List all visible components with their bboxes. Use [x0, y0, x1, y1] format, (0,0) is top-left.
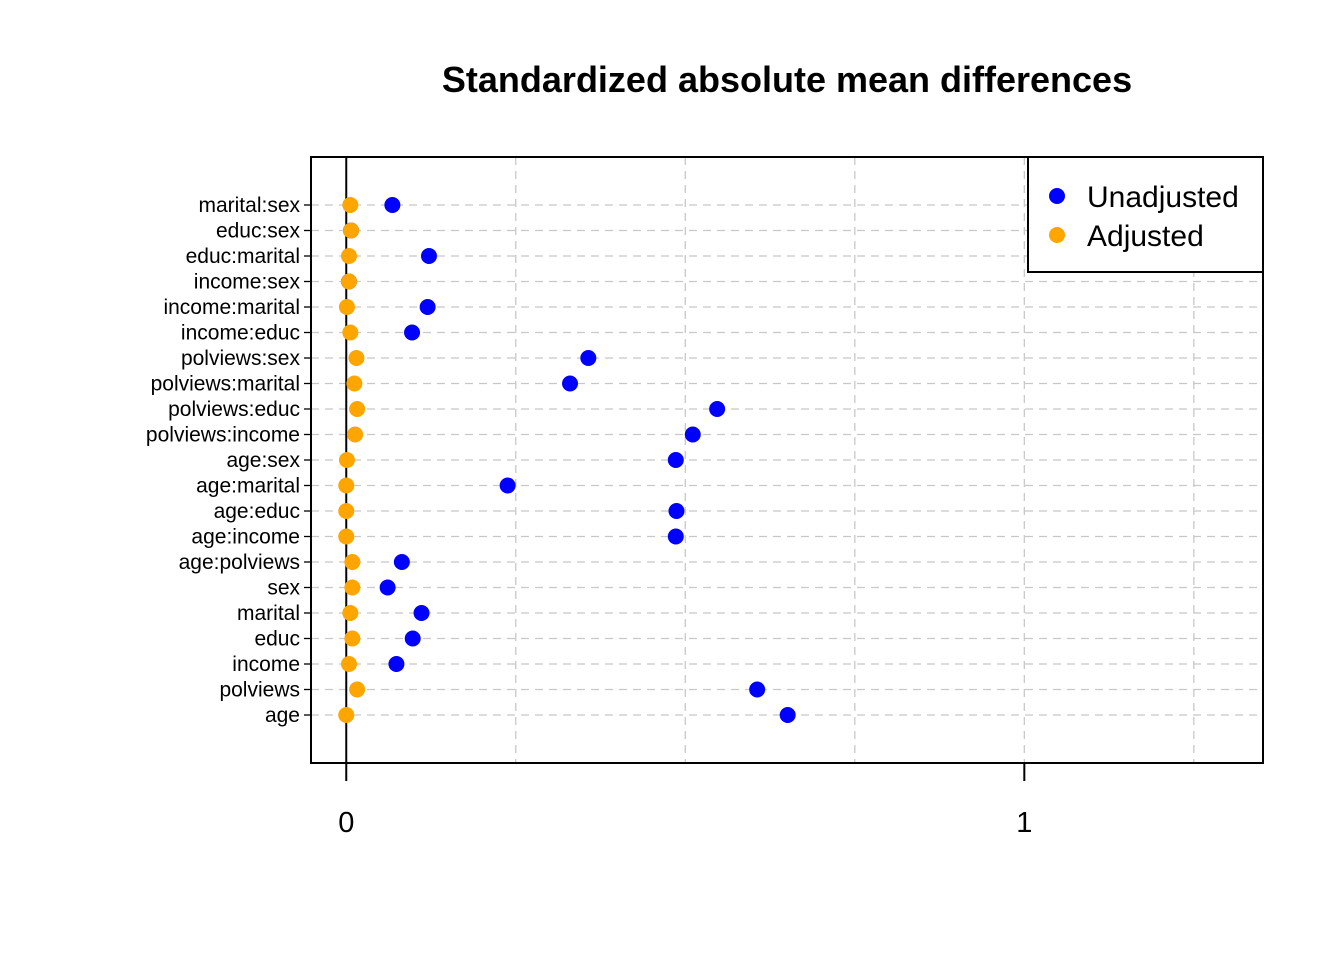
point-unadjusted	[684, 426, 701, 443]
y-tick-label: income:educ	[181, 322, 300, 345]
legend-marker	[1049, 227, 1065, 243]
y-tick-label: polviews:income	[146, 424, 300, 447]
y-tick-label: polviews	[219, 679, 300, 702]
point-unadjusted	[404, 324, 421, 341]
point-adjusted	[342, 324, 359, 341]
point-unadjusted	[388, 656, 405, 672]
point-adjusted	[348, 350, 365, 366]
point-adjusted	[343, 222, 360, 239]
y-tick-label: polviews:marital	[151, 373, 300, 396]
y-tick-label: income	[232, 653, 300, 676]
point-adjusted	[340, 273, 357, 290]
point-adjusted	[338, 452, 355, 468]
y-tick-label: age:marital	[196, 475, 300, 498]
x-tick-label: 1	[1016, 807, 1032, 839]
point-adjusted	[340, 656, 357, 672]
y-tick-label: sex	[267, 577, 300, 600]
point-adjusted	[338, 528, 355, 545]
y-tick-label: income:marital	[163, 296, 300, 319]
y-tick-label: educ:sex	[216, 220, 301, 243]
y-tick-label: marital:sex	[198, 194, 300, 217]
legend-label: Adjusted	[1087, 220, 1204, 253]
point-unadjusted	[779, 707, 796, 723]
point-adjusted	[340, 248, 357, 264]
chart-title: Standardized absolute mean differences	[442, 59, 1132, 100]
legend: Unadjusted Adjusted	[1027, 156, 1264, 273]
y-tick-label: income:sex	[194, 271, 301, 294]
point-adjusted	[338, 299, 355, 315]
point-adjusted	[344, 554, 361, 570]
point-unadjusted	[404, 630, 421, 647]
point-adjusted	[349, 681, 366, 698]
x-tick-label: 0	[338, 807, 354, 839]
legend-label: Unadjusted	[1087, 181, 1239, 214]
point-unadjusted	[499, 477, 516, 494]
y-tick-label: age:income	[191, 526, 300, 549]
point-unadjusted	[393, 554, 410, 570]
y-tick-label: age	[265, 704, 300, 727]
y-tick-label: age:polviews	[179, 551, 300, 574]
point-adjusted	[344, 630, 361, 647]
plot-frame	[310, 156, 1264, 764]
point-adjusted	[338, 477, 355, 494]
marks	[338, 197, 796, 723]
point-unadjusted	[580, 350, 597, 366]
y-tick-label: educ	[254, 628, 300, 651]
y-tick-label: polviews:sex	[181, 347, 301, 370]
point-adjusted	[342, 605, 359, 621]
point-unadjusted	[668, 503, 685, 519]
legend-box	[1027, 156, 1264, 273]
point-adjusted	[338, 503, 355, 519]
point-adjusted	[347, 426, 364, 443]
legend-marker	[1049, 188, 1065, 204]
point-adjusted	[344, 579, 361, 596]
y-tick-label: age:sex	[226, 449, 300, 472]
y-tick-label: educ:marital	[186, 245, 300, 268]
y-tick-label: age:educ	[214, 500, 300, 523]
point-unadjusted	[419, 299, 436, 315]
point-adjusted	[338, 707, 355, 723]
point-unadjusted	[413, 605, 430, 621]
point-unadjusted	[709, 401, 726, 417]
point-unadjusted	[667, 452, 684, 468]
point-unadjusted	[667, 528, 684, 545]
point-unadjusted	[379, 579, 396, 596]
y-tick-label: polviews:educ	[168, 398, 300, 421]
y-tick-label: marital	[237, 602, 300, 625]
point-unadjusted	[562, 375, 579, 392]
point-adjusted	[342, 197, 359, 213]
point-unadjusted	[749, 681, 766, 698]
point-unadjusted	[384, 197, 401, 213]
point-adjusted	[349, 401, 366, 417]
point-adjusted	[346, 375, 363, 392]
point-unadjusted	[420, 248, 437, 264]
